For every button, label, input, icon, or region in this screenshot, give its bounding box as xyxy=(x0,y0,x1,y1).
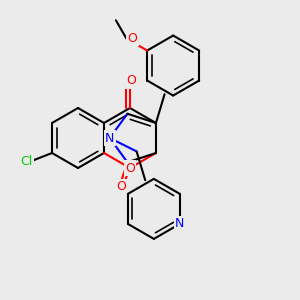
Text: N: N xyxy=(105,131,115,145)
Text: O: O xyxy=(128,32,137,45)
Text: O: O xyxy=(127,74,136,88)
Text: Cl: Cl xyxy=(20,155,33,168)
Text: O: O xyxy=(125,161,135,175)
Text: O: O xyxy=(116,180,126,193)
Text: N: N xyxy=(175,218,184,230)
